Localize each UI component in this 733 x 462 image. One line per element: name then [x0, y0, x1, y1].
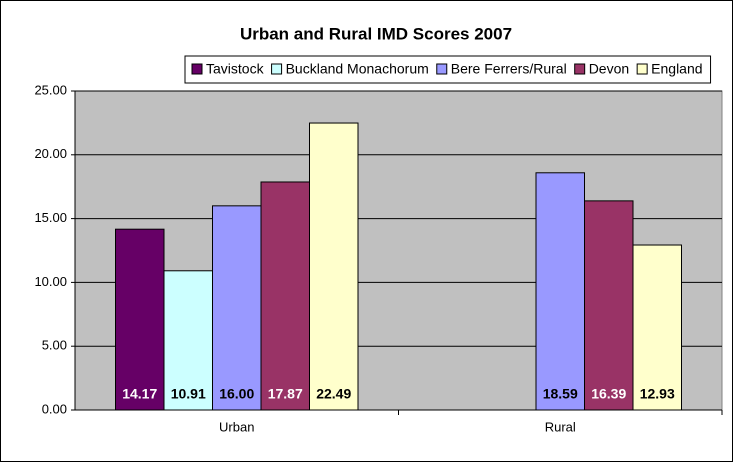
- x-tick-label: Rural: [545, 419, 576, 434]
- data-label: 16.39: [591, 386, 626, 402]
- legend-label: Tavistock: [206, 61, 265, 77]
- y-tick-label: 0.00: [42, 401, 67, 416]
- bar: [632, 244, 683, 411]
- data-label: 16.00: [219, 386, 254, 402]
- bar: [114, 228, 165, 411]
- bar: [535, 172, 586, 411]
- data-label: 18.59: [543, 386, 578, 402]
- legend-label: Devon: [589, 61, 629, 77]
- y-tick-label: 5.00: [42, 338, 67, 353]
- legend-label: Bere Ferrers/Rural: [451, 61, 567, 77]
- x-tick-label: Urban: [219, 419, 254, 434]
- legend-swatch: [436, 63, 448, 75]
- bar: [211, 205, 262, 411]
- legend-swatch: [636, 63, 648, 75]
- legend: [184, 55, 712, 84]
- bar: [584, 200, 634, 411]
- data-label: 14.17: [122, 386, 157, 402]
- legend-label: Buckland Monachorum: [286, 61, 429, 77]
- data-label: 10.91: [171, 386, 206, 402]
- data-label: 22.49: [316, 386, 351, 402]
- y-tick-label: 25.00: [34, 82, 67, 97]
- y-tick-label: 15.00: [34, 210, 67, 225]
- bar: [260, 181, 311, 411]
- data-label: 17.87: [268, 386, 303, 402]
- bar: [309, 122, 359, 411]
- bar: [163, 270, 213, 411]
- data-label: 12.93: [640, 386, 675, 402]
- legend-swatch: [574, 63, 586, 75]
- legend-label: England: [651, 61, 702, 77]
- legend-swatch: [191, 63, 203, 75]
- legend-swatch: [271, 63, 283, 75]
- chart-title: Urban and Rural IMD Scores 2007: [240, 24, 512, 43]
- y-tick-label: 20.00: [34, 146, 67, 161]
- y-tick-label: 10.00: [34, 274, 67, 289]
